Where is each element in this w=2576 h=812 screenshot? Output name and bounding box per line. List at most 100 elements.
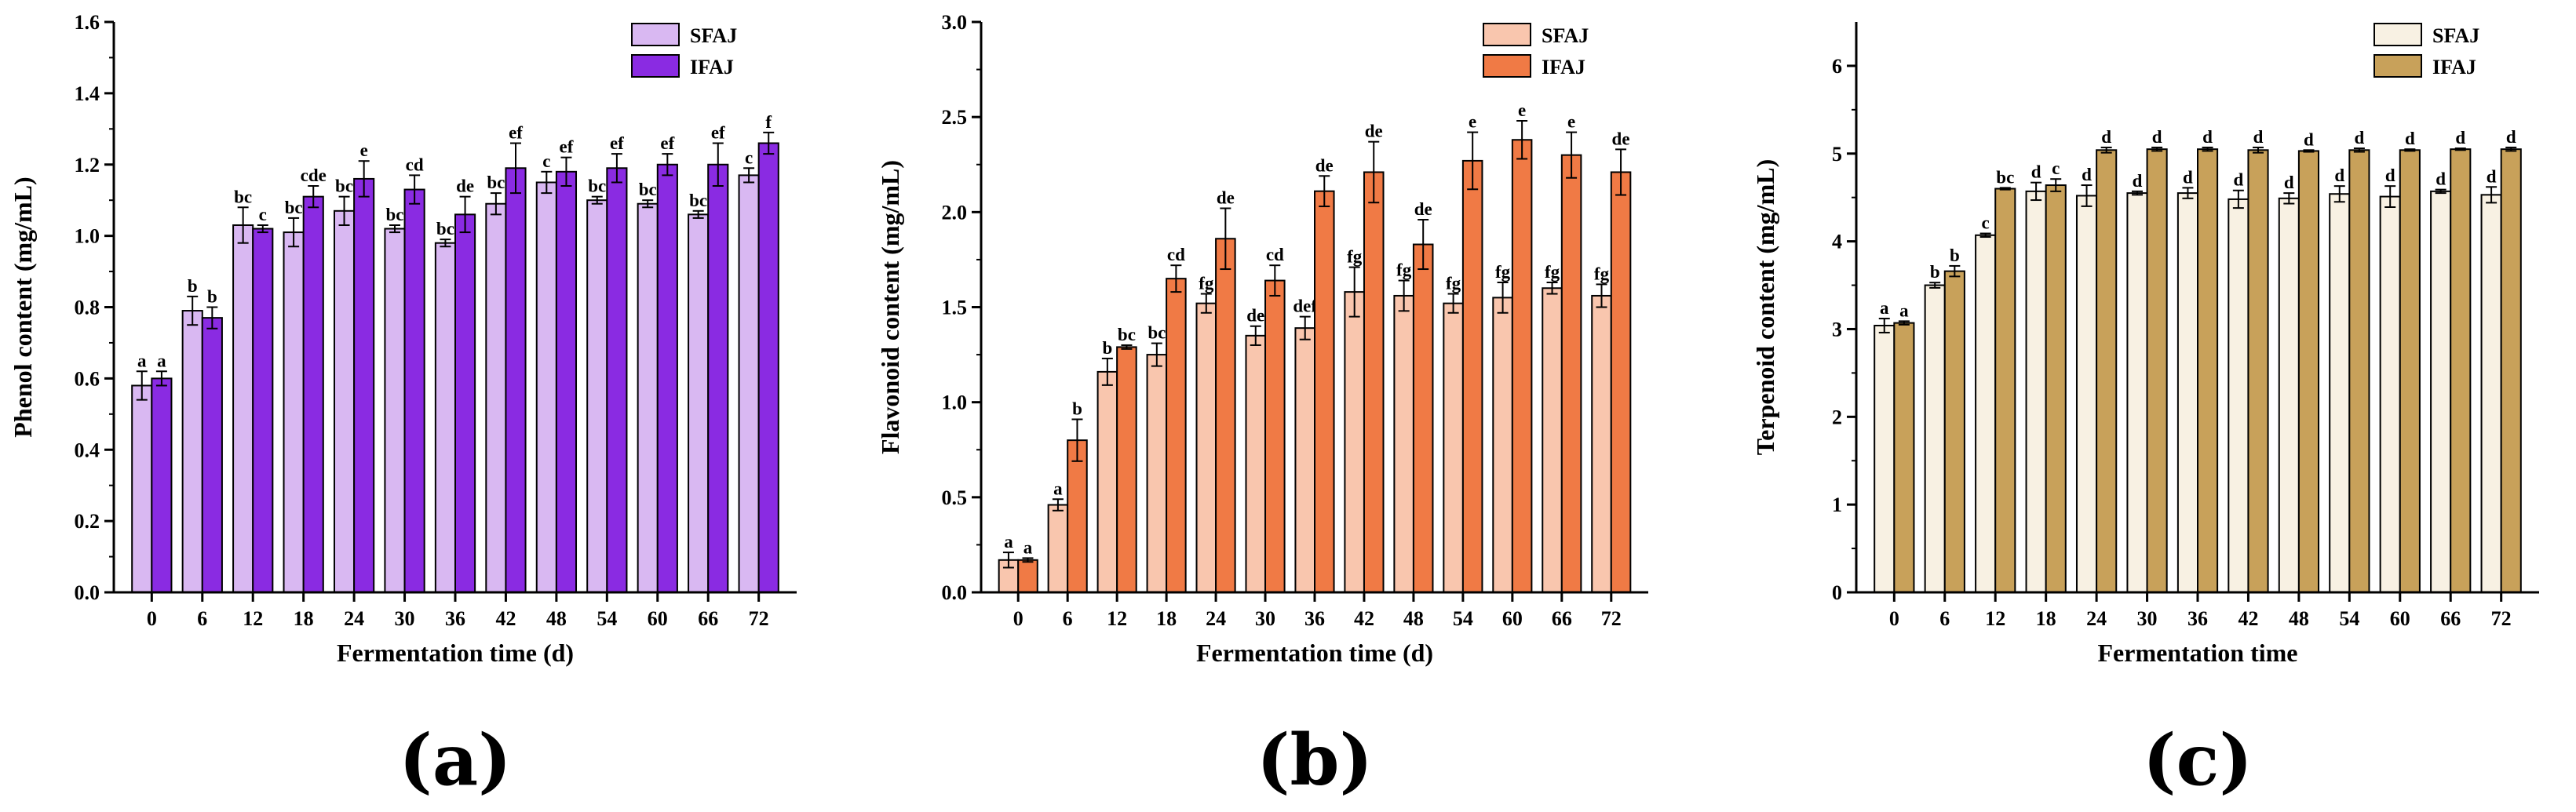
panel-label: (c) [2143, 719, 2253, 802]
bar-sfaj [2228, 198, 2249, 593]
significance-label: a [157, 351, 166, 370]
significance-label: d [2355, 128, 2365, 147]
bar-ifaj [1017, 559, 1038, 594]
significance-label: de [1365, 122, 1383, 141]
legend: SFAJ IFAJ [1483, 23, 1589, 78]
x-tick-label: 42 [2238, 607, 2258, 630]
y-tick-label: 0.6 [75, 367, 100, 390]
bar-sfaj [2430, 190, 2452, 594]
bar-ifaj [2348, 149, 2370, 593]
significance-label: b [1072, 399, 1082, 418]
x-tick-label: 30 [2137, 607, 2158, 630]
y-tick-label: 0.5 [942, 486, 968, 509]
bar-ifaj [1610, 171, 1632, 593]
bar-ifaj [1893, 322, 1915, 593]
legend: SFAJ IFAJ [2373, 23, 2479, 78]
y-tick-label: 1.0 [75, 225, 100, 248]
bar-sfaj [2075, 195, 2098, 593]
significance-label: b [207, 287, 217, 307]
x-tick-label: 30 [395, 607, 415, 630]
bar-ifaj [1067, 439, 1088, 594]
bar-ifaj [1215, 238, 1236, 593]
bar-sfaj [1492, 297, 1513, 593]
legend-swatch-sfaj [1483, 23, 1531, 46]
legend-label: IFAJ [2432, 56, 2476, 78]
significance-label: d [2487, 166, 2497, 186]
bar-ifaj [2500, 148, 2522, 593]
bar-sfaj [384, 228, 406, 593]
significance-label: bc [689, 191, 707, 210]
x-tick-label: 66 [698, 607, 718, 630]
significance-label: b [188, 276, 198, 296]
significance-label: b [1102, 338, 1112, 358]
significance-label: d [2183, 167, 2193, 187]
significance-label: ef [711, 122, 725, 142]
significance-label: de [1315, 155, 1334, 175]
bar-ifaj [201, 317, 223, 593]
significance-label: d [2202, 127, 2213, 147]
bar-sfaj [1591, 294, 1612, 593]
bar-sfaj [637, 202, 659, 593]
significance-label: bc [335, 177, 353, 196]
significance-label: d [2152, 127, 2162, 147]
significance-label: fg [1495, 262, 1511, 282]
significance-label: ef [560, 137, 574, 157]
bar-ifaj [2399, 149, 2421, 593]
bar-sfaj [1096, 370, 1118, 593]
x-tick-label: 12 [1985, 607, 2005, 630]
bar-ifaj [2450, 148, 2472, 593]
significance-label: d [2405, 129, 2415, 148]
bar-sfaj [2480, 194, 2502, 594]
x-tick-label: 42 [1354, 607, 1374, 630]
bar-sfaj [485, 202, 507, 593]
bar-sfaj [1924, 284, 1946, 593]
bar-ifaj [1943, 270, 1965, 593]
bar-sfaj [2025, 190, 2047, 594]
x-axis-title: Fermentation time (d) [337, 639, 574, 667]
x-tick-label: 72 [2491, 607, 2512, 630]
x-tick-label: 6 [1063, 607, 1073, 630]
significance-label: e [1469, 112, 1476, 132]
significance-label: de [1414, 199, 1432, 219]
significance-label: fg [1396, 260, 1412, 280]
x-tick-label: 36 [2187, 607, 2208, 630]
y-tick-label: 1.0 [942, 391, 968, 414]
significance-label: a [1899, 300, 1909, 320]
x-tick-label: 0 [1889, 607, 1899, 630]
bar-sfaj [1245, 334, 1267, 593]
significance-label: de [1612, 129, 1630, 148]
significance-label: d [2233, 170, 2243, 190]
bar-ifaj [1166, 278, 1187, 593]
significance-label: a [1023, 537, 1033, 557]
legend-swatch-ifaj [2373, 54, 2422, 78]
bar-sfaj [1975, 234, 1997, 593]
significance-label: bc [487, 173, 505, 192]
legend-swatch-ifaj [1483, 54, 1531, 78]
y-tick-label: 0.0 [942, 581, 968, 604]
bar-sfaj [1195, 302, 1217, 593]
y-tick-label: 1.6 [75, 11, 100, 34]
bar-sfaj [333, 209, 356, 593]
bar-ifaj [1363, 171, 1385, 593]
bar-ifaj [1461, 159, 1483, 594]
significance-label: d [2385, 166, 2395, 185]
significance-label: bc [385, 205, 403, 224]
significance-label: c [1982, 213, 1990, 233]
bar-ifaj [403, 188, 425, 593]
bar-ifaj [1264, 279, 1286, 593]
x-tick-label: 48 [1403, 607, 1424, 630]
x-tick-label: 72 [749, 607, 769, 630]
y-tick-label: 1.5 [942, 297, 968, 319]
bar-sfaj [131, 384, 153, 593]
bar-ifaj [2045, 184, 2067, 593]
y-tick-label: 0.2 [75, 510, 100, 533]
y-tick-label: 6 [1832, 55, 1842, 78]
significance-label: f [765, 112, 772, 132]
bar-ifaj [505, 167, 527, 593]
y-tick-label: 0.8 [75, 297, 100, 319]
y-tick-label: 2 [1832, 406, 1842, 428]
bar-ifaj [606, 167, 628, 593]
y-tick-label: 3.0 [942, 11, 968, 34]
bar-ifaj [353, 177, 375, 594]
bar-ifaj [656, 163, 678, 593]
